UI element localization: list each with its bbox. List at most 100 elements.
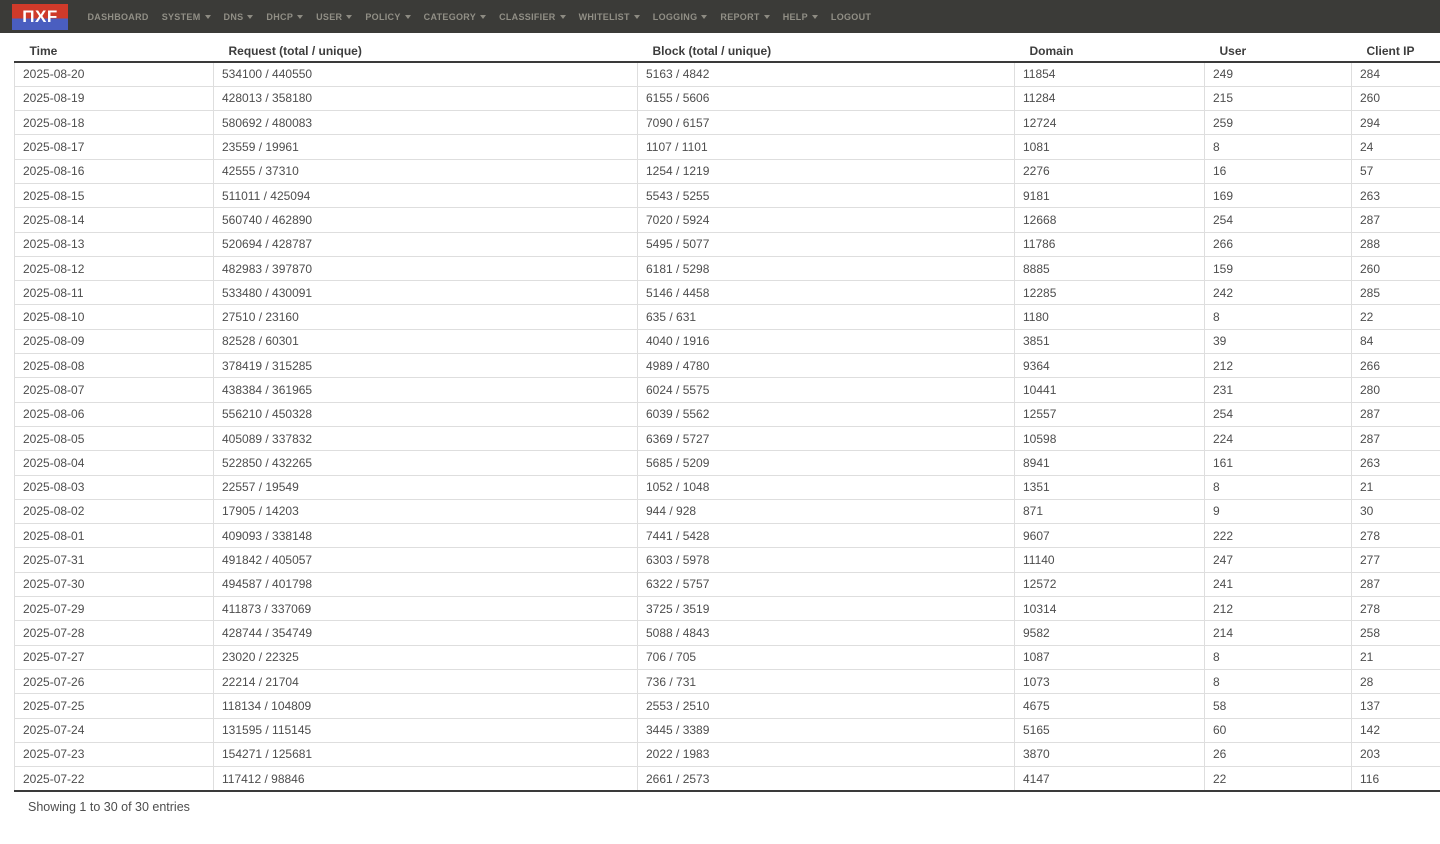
table-cell: 203: [1351, 742, 1440, 768]
table-cell: 511011 / 425094: [213, 183, 638, 209]
table-cell: 263: [1351, 450, 1440, 476]
table-cell: 260: [1351, 86, 1440, 112]
nav-item-logout[interactable]: LOGOUT: [830, 11, 872, 22]
table-cell: 5685 / 5209: [637, 450, 1015, 476]
table-cell: 1180: [1014, 304, 1205, 330]
table-cell: 287: [1351, 207, 1440, 233]
table-row: 2025-08-12 482983 / 397870 6181 / 5298 8885…: [14, 256, 1440, 282]
table-cell: 214: [1204, 620, 1352, 646]
table-cell: 42555 / 37310: [213, 159, 638, 184]
table-cell: 9: [1204, 499, 1352, 525]
table-row: 2025-08-04 522850 / 432265 5685 / 5209 8941…: [14, 450, 1440, 476]
table-cell: 2022 / 1983: [637, 742, 1015, 768]
table-cell: 2553 / 2510: [637, 693, 1015, 719]
nav-item-report[interactable]: REPORT: [714, 12, 776, 22]
table-cell: 159: [1204, 256, 1352, 282]
nav-item-classifier[interactable]: CLASSIFIER: [493, 12, 573, 22]
table-cell: 21: [1351, 475, 1440, 500]
table-cell: 6369 / 5727: [637, 426, 1015, 452]
chevron-down-icon: [404, 14, 411, 19]
table-cell: 249: [1204, 62, 1352, 87]
table-cell: 11284: [1014, 86, 1205, 112]
table-cell: 3725 / 3519: [637, 596, 1015, 622]
table-cell: 2025-08-16: [14, 159, 214, 184]
table-cell: 556210 / 450328: [213, 402, 638, 427]
nav-item-dhcp[interactable]: DHCP: [260, 12, 310, 22]
chevron-down-icon: [701, 14, 708, 19]
nav-item-help[interactable]: HELP: [776, 12, 824, 22]
table-cell: 254: [1204, 207, 1352, 233]
table-cell: 224: [1204, 426, 1352, 452]
table-cell: 2025-08-14: [14, 207, 214, 233]
table-cell: 7090 / 6157: [637, 110, 1015, 136]
table-row: 2025-07-23 154271 / 125681 2022 / 1983 3870…: [14, 742, 1440, 768]
table-cell: 2025-07-27: [14, 645, 214, 670]
table-cell: 491842 / 405057: [213, 547, 638, 573]
table-cell: 736 / 731: [637, 669, 1015, 695]
table-row: 2025-08-01 409093 / 338148 7441 / 5428 9607…: [14, 523, 1440, 549]
table-row: 2025-08-20 534100 / 440550 5163 / 4842 1185…: [14, 62, 1440, 87]
table-cell: 411873 / 337069: [213, 596, 638, 622]
table-cell: 154271 / 125681: [213, 742, 638, 768]
table-cell: 706 / 705: [637, 645, 1015, 670]
table-cell: 1087: [1014, 645, 1205, 670]
nav-item-system[interactable]: SYSTEM: [155, 12, 217, 22]
chevron-down-icon: [559, 14, 566, 19]
column-header-domain[interactable]: Domain: [1014, 40, 1205, 63]
table-cell: 22: [1204, 766, 1352, 792]
table-cell: 116: [1351, 766, 1440, 792]
chevron-down-icon: [297, 14, 304, 19]
table-cell: 2025-08-20: [14, 62, 214, 87]
table-cell: 11854: [1014, 62, 1205, 87]
column-header-time[interactable]: Time: [14, 40, 214, 63]
table-cell: 12668: [1014, 207, 1205, 233]
table-cell: 2025-08-02: [14, 499, 214, 525]
table-row: 2025-07-27 23020 / 22325 706 / 705 1087 8 21: [14, 645, 1440, 670]
table-cell: 287: [1351, 402, 1440, 427]
nxf-logo[interactable]: ΠXF: [12, 3, 68, 30]
table-cell: 10314: [1014, 596, 1205, 622]
nav-item-user[interactable]: USER: [310, 12, 359, 22]
table-cell: 22214 / 21704: [213, 669, 638, 695]
table-cell: 137: [1351, 693, 1440, 719]
table-cell: 1351: [1014, 475, 1205, 500]
table-cell: 6155 / 5606: [637, 86, 1015, 112]
table-cell: 2025-08-03: [14, 475, 214, 500]
table-cell: 22557 / 19549: [213, 475, 638, 500]
table-cell: 4040 / 1916: [637, 329, 1015, 355]
table-cell: 242: [1204, 280, 1352, 306]
table-cell: 247: [1204, 547, 1352, 573]
table-cell: 1081: [1014, 134, 1205, 160]
nav-item-logging[interactable]: LOGGING: [646, 12, 714, 22]
table-cell: 2025-07-26: [14, 669, 214, 695]
table-cell: 7020 / 5924: [637, 207, 1015, 233]
nav-item-dashboard[interactable]: DASHBOARD: [87, 11, 149, 22]
column-header-client[interactable]: Client IP: [1351, 40, 1440, 63]
table-cell: 222: [1204, 523, 1352, 549]
table-cell: 278: [1351, 523, 1440, 549]
table-cell: 263: [1351, 183, 1440, 209]
nav-item-category[interactable]: CATEGORY: [417, 12, 492, 22]
nav-item-policy[interactable]: POLICY: [359, 12, 417, 22]
table-cell: 278: [1351, 596, 1440, 622]
entries-info: Showing 1 to 30 of 30 entries: [28, 799, 190, 814]
table-cell: 57: [1351, 159, 1440, 184]
table-row: 2025-08-05 405089 / 337832 6369 / 5727 1059…: [14, 426, 1440, 452]
table-cell: 2025-07-30: [14, 572, 214, 598]
table-cell: 534100 / 440550: [213, 62, 638, 87]
chevron-down-icon: [811, 14, 818, 19]
column-header-block[interactable]: Block (total / unique): [637, 40, 1015, 63]
table-cell: 409093 / 338148: [213, 523, 638, 549]
table-cell: 161: [1204, 450, 1352, 476]
table-cell: 5495 / 5077: [637, 232, 1015, 257]
nav-item-whitelist[interactable]: WHITELIST: [572, 12, 646, 22]
table-cell: 3851: [1014, 329, 1205, 355]
table-cell: 215: [1204, 86, 1352, 112]
table-row: 2025-07-30 494587 / 401798 6322 / 5757 1257…: [14, 572, 1440, 598]
nav-item-dns[interactable]: DNS: [217, 12, 260, 22]
column-header-user[interactable]: User: [1204, 40, 1352, 63]
table-cell: 5163 / 4842: [637, 62, 1015, 87]
table-cell: 12557: [1014, 402, 1205, 427]
column-header-request[interactable]: Request (total / unique): [213, 40, 638, 63]
table-cell: 12285: [1014, 280, 1205, 306]
